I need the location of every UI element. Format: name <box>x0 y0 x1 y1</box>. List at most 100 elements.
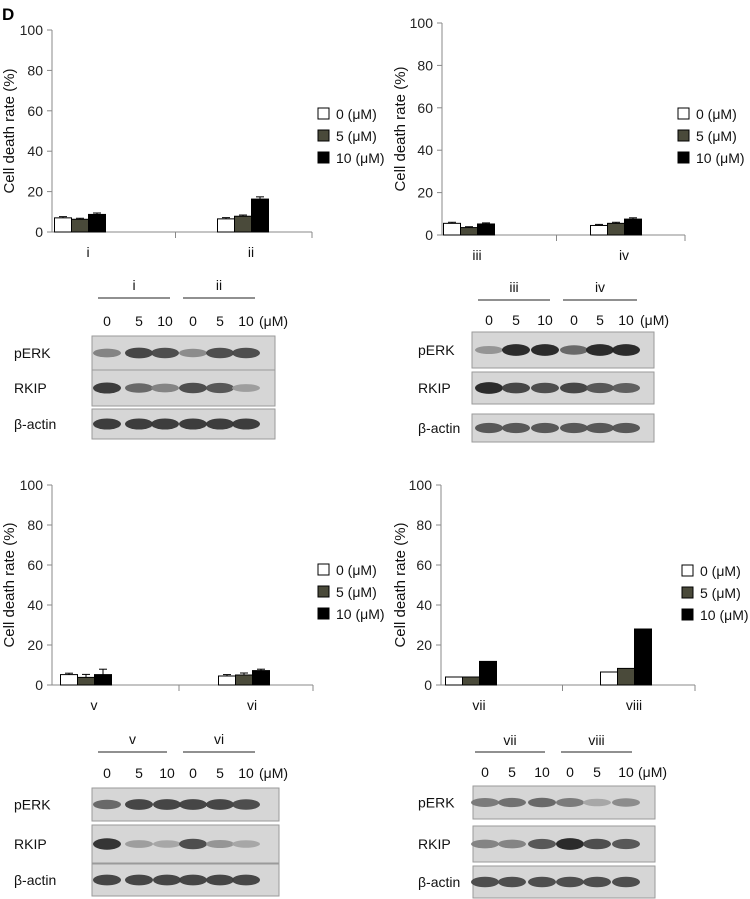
blot-dose-label: 5 <box>216 765 224 781</box>
blot-group-label: viii <box>588 732 604 748</box>
legend-swatch <box>677 129 690 142</box>
bar-chart-4: 0 20 40 60 80 100 Cell death rate (%) vii viii 0 … <box>392 477 749 713</box>
legend-swatch <box>317 129 330 142</box>
blot-dose-label: 0 <box>103 313 111 329</box>
blot-dose-label: 5 <box>135 765 143 781</box>
blot-band <box>125 418 153 430</box>
blot-dose-label: 0 <box>103 765 111 781</box>
blot-band <box>232 384 260 392</box>
blot-row-label: pERK <box>418 795 455 811</box>
blot-band <box>153 799 181 810</box>
blot-band <box>93 382 121 394</box>
blot-row-label: pERK <box>14 345 51 361</box>
y-tick-label: 40 <box>27 143 43 159</box>
legend-swatch <box>317 607 330 620</box>
blot-band <box>179 418 207 430</box>
blot-band <box>583 838 611 850</box>
bar-iv-0um <box>590 224 608 236</box>
blot-band <box>179 838 207 850</box>
bar-ii-10um <box>251 198 269 233</box>
legend-swatch <box>317 563 330 576</box>
legend-label: 5 (μM) <box>336 584 377 600</box>
blot-band <box>612 383 640 393</box>
blot-band <box>93 874 121 886</box>
blot-band <box>586 382 614 394</box>
y-tick-label: 0 <box>35 224 43 240</box>
x-tick-label: vii <box>472 697 485 713</box>
blot-band <box>531 422 559 434</box>
legend-label: 10 (μM) <box>336 606 385 622</box>
legend-swatch <box>681 586 694 599</box>
legend-swatch <box>681 608 694 621</box>
y-axis-label: Cell death rate (%) <box>1 522 18 647</box>
blot-band <box>232 799 260 810</box>
blot-group-label: iv <box>595 279 605 295</box>
legend: 0 (μM) 5 (μM) 10 (μM) <box>681 563 749 623</box>
blot-band <box>151 418 179 430</box>
blot-band <box>232 840 260 848</box>
bar-vi-10um <box>252 670 270 686</box>
blot-band <box>531 382 559 394</box>
blot-band <box>153 874 181 886</box>
bar-vii-10um <box>479 660 497 686</box>
blot-group-label: vii <box>503 732 516 748</box>
legend-label: 5 (μM) <box>696 128 737 144</box>
blot-band <box>179 799 207 810</box>
y-tick-label: 80 <box>417 57 433 73</box>
blot-band <box>475 345 503 355</box>
blot-row-label: β-actin <box>418 420 460 436</box>
blot-band <box>93 348 121 358</box>
x-tick-label: viii <box>626 697 642 713</box>
legend-swatch <box>677 107 690 120</box>
blot-band <box>586 422 614 434</box>
blot-band <box>471 876 499 888</box>
bar-vi-5um <box>235 674 253 686</box>
legend-swatch <box>317 107 330 120</box>
bar-ii-5um <box>234 215 252 233</box>
bar-viii-0um <box>600 671 618 686</box>
blot-row-label: pERK <box>14 797 51 813</box>
blot-band <box>206 382 234 394</box>
blot-dose-label: 0 <box>189 765 197 781</box>
blot-dose-label: 10 <box>238 765 254 781</box>
blot-band <box>93 418 121 430</box>
blot-band <box>612 344 640 356</box>
blot-band <box>151 383 179 393</box>
x-tick-label: vi <box>247 697 257 713</box>
x-tick-label: iv <box>619 247 629 263</box>
y-tick-label: 60 <box>27 103 43 119</box>
legend-label: 5 (μM) <box>336 128 377 144</box>
blot-band <box>93 838 121 850</box>
blot-band <box>560 422 588 434</box>
legend-label: 10 (μM) <box>700 607 749 623</box>
blot-band <box>179 874 207 886</box>
bar-viii-5um <box>617 667 635 686</box>
blot-dose-label: 10 <box>157 313 173 329</box>
blot-group-label: v <box>129 731 136 747</box>
blot-dose-label: 0 <box>189 313 197 329</box>
blot-band <box>125 840 153 848</box>
legend-swatch <box>677 151 690 164</box>
blot-band <box>560 382 588 394</box>
legend: 0 (μM) 5 (μM) 10 (μM) <box>317 106 385 166</box>
blot-dose-label: 5 <box>216 313 224 329</box>
blot-band <box>232 347 260 359</box>
blot-dose-label: 0 <box>485 312 493 328</box>
blot-band <box>612 876 640 888</box>
blot-band <box>125 874 153 886</box>
bar-viii-10um <box>634 628 652 686</box>
legend-label: 0 (μM) <box>336 106 377 122</box>
blot-row-label: pERK <box>418 342 455 358</box>
y-axis-label: Cell death rate (%) <box>1 68 18 193</box>
blot-band <box>528 876 556 888</box>
y-tick-label: 40 <box>27 597 43 613</box>
blot-band <box>93 799 121 810</box>
blot-row-label: RKIP <box>418 380 451 396</box>
bar-vii-0um <box>445 676 463 686</box>
blot-group-label: iii <box>509 279 518 295</box>
bar-chart-2: 0 20 40 60 80 100 Cell death rate (%) iii iv 0 (μ… <box>392 15 745 263</box>
blot-row-label: β-actin <box>418 874 460 890</box>
blot-dose-label: 10 <box>537 312 553 328</box>
blot-unit-label: (μM) <box>259 313 288 329</box>
y-tick-label: 60 <box>416 557 432 573</box>
